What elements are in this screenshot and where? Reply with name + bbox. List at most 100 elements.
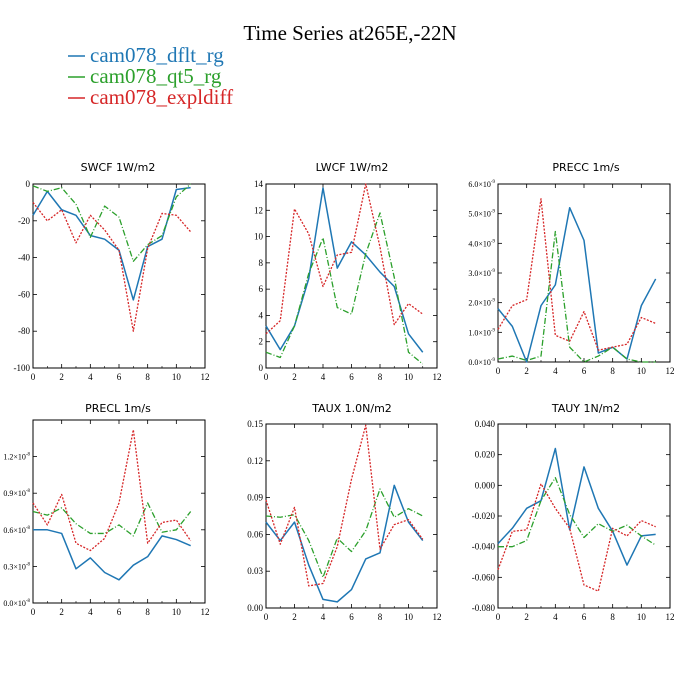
x-tick-label: 12: [201, 372, 210, 382]
y-tick-exponent: -8: [26, 562, 31, 567]
series-line-cam078_qt5_rg: [265, 212, 424, 365]
panel-4: TAUX 1.0N/m2 0 2 4 6 8 10 12 0.00 0.03 0.06 0.09 0.1…: [247, 402, 441, 622]
y-tick-base: 12: [254, 205, 263, 215]
y-tick-label: 1.2×10-8: [3, 453, 30, 462]
x-tick-label: 8: [378, 372, 383, 382]
series-line-cam078_dflt_rg: [497, 447, 656, 566]
y-tick-base: 0.00: [247, 603, 263, 613]
plot-frame: [265, 183, 438, 369]
y-tick-base: 0.09: [247, 493, 263, 503]
x-tick-label: 12: [666, 612, 675, 622]
series-line-cam078_qt5_rg: [265, 488, 424, 578]
y-tick-exponent: -8: [26, 453, 31, 458]
x-tick-label: 4: [88, 607, 93, 617]
x-tick-label: 10: [637, 612, 647, 622]
y-tick-label: 0.9×10-8: [3, 489, 30, 498]
y-tick-base: 0.03: [247, 566, 263, 576]
y-tick-base: 3.0×10: [468, 269, 491, 278]
x-tick-label: 6: [117, 372, 122, 382]
panels: SWCF 1W/m20 2 4 6 8 10 120-20-40-60-80-100LWCF…: [3, 161, 674, 622]
y-tick-label: 8: [259, 258, 264, 268]
series-line-cam078_expldiff: [265, 424, 424, 587]
y-tick-base: 4.0×10: [468, 239, 491, 248]
y-tick-base: 0.0×10: [468, 358, 491, 367]
legend: cam078_dflt_rgcam078_qt5_rgcam078_expldi…: [68, 43, 233, 109]
y-tick-base: 2: [259, 337, 264, 347]
y-tick-base: -0.060: [472, 572, 496, 582]
x-tick-label: 8: [145, 372, 150, 382]
y-tick-base: 0.15: [247, 419, 263, 429]
y-tick-label: 2: [259, 337, 264, 347]
y-tick-base: 0.9×10: [3, 489, 26, 498]
x-tick-label: 8: [610, 366, 615, 376]
y-tick-base: -80: [18, 326, 30, 336]
y-tick-label: 6.0×10-9: [468, 180, 495, 189]
x-tick-label: 8: [610, 612, 615, 622]
legend-label-cam078_qt5_rg: cam078_qt5_rg: [90, 64, 222, 88]
y-tick-label: 12: [254, 205, 263, 215]
x-tick-label: 4: [553, 366, 558, 376]
y-tick-base: -0.020: [472, 511, 496, 521]
y-tick-base: -0.040: [472, 542, 496, 552]
y-tick-label: -20: [18, 216, 30, 226]
x-tick-label: 2: [59, 372, 64, 382]
y-tick-label: -0.060: [472, 572, 496, 582]
x-tick-label: 4: [553, 612, 558, 622]
y-tick-label: 0.09: [247, 493, 263, 503]
legend-label-cam078_dflt_rg: cam078_dflt_rg: [90, 43, 224, 67]
y-tick-exponent: -9: [491, 328, 496, 333]
y-tick-label: 14: [254, 179, 264, 189]
y-tick-label: 0.00: [247, 603, 263, 613]
y-tick-base: 4: [259, 310, 264, 320]
y-tick-base: 6: [259, 284, 264, 294]
plot-frame: [32, 419, 206, 604]
y-tick-label: 10: [254, 232, 264, 242]
y-tick-label: 0.3×10-8: [3, 562, 30, 571]
y-tick-label: -100: [14, 363, 31, 373]
panel-5: TAUY 1N/m2 0 2 4 6 8 10 12 0.040 0.020 0.000 -0.020…: [472, 402, 675, 622]
panel-title: LWCF 1W/m2: [316, 161, 389, 174]
x-tick-label: 4: [321, 372, 326, 382]
y-tick-label: 2.0×10-9: [468, 299, 495, 308]
x-tick-label: 2: [524, 612, 529, 622]
x-tick-label: 10: [172, 607, 182, 617]
y-tick-label: -40: [18, 253, 30, 263]
x-tick-label: 12: [666, 366, 675, 376]
panel-2: PRECC 1m/s0 2 4 6 8 10 120.0×10-91.0×10-92.0×1…: [468, 161, 674, 376]
y-tick-base: 0.3×10: [3, 562, 26, 571]
panel-title: TAUY 1N/m2: [551, 402, 620, 415]
series-line-cam078_qt5_rg: [32, 502, 192, 537]
y-tick-label: 4: [259, 310, 264, 320]
y-tick-label: 0.15: [247, 419, 263, 429]
y-tick-label: 6: [259, 284, 264, 294]
y-tick-base: 1.2×10: [3, 453, 26, 462]
plot-frame: [265, 423, 438, 609]
y-tick-label: 0.0×10-9: [468, 358, 495, 367]
y-tick-label: 0.020: [475, 450, 496, 460]
x-tick-label: 2: [524, 366, 529, 376]
series-line-cam078_expldiff: [265, 183, 424, 335]
y-tick-base: 0.6×10: [3, 526, 26, 535]
y-tick-label: 5.0×10-9: [468, 210, 495, 219]
x-tick-label: 6: [582, 612, 587, 622]
y-tick-exponent: -9: [491, 299, 496, 304]
plot-frame: [497, 183, 671, 363]
y-tick-exponent: -8: [26, 489, 31, 494]
panel-title: PRECC 1m/s: [552, 161, 620, 174]
y-tick-label: 0.0×10-8: [3, 599, 30, 608]
x-tick-label: 6: [117, 607, 122, 617]
y-tick-exponent: -8: [26, 526, 31, 531]
y-tick-base: 0.06: [247, 529, 263, 539]
y-tick-label: -0.040: [472, 542, 496, 552]
x-tick-label: 4: [321, 612, 326, 622]
series-line-cam078_expldiff: [32, 429, 192, 552]
x-tick-label: 0: [496, 612, 501, 622]
y-tick-label: -80: [18, 326, 30, 336]
series-line-cam078_dflt_rg: [497, 206, 657, 363]
panel-0: SWCF 1W/m2 0 2 4 6 8 10 12 0 -20 -40 -60 -80 -100: [14, 161, 210, 382]
x-tick-label: 0: [264, 612, 269, 622]
legend-label-cam078_expldiff: cam078_expldiff: [90, 85, 233, 109]
x-tick-label: 6: [349, 612, 354, 622]
y-tick-base: -20: [18, 216, 30, 226]
x-tick-label: 12: [201, 607, 210, 617]
